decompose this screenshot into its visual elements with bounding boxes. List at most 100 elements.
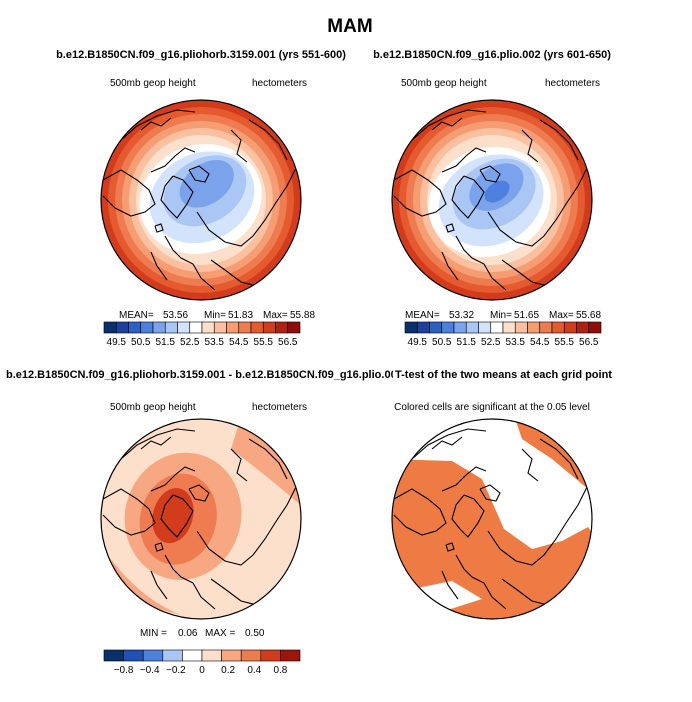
colorbar-swatch	[502, 321, 516, 334]
coastline	[120, 109, 196, 141]
coastline	[196, 484, 298, 566]
coastline	[431, 117, 463, 131]
colorbar-tick-label: −0.4	[140, 665, 160, 676]
coastline	[140, 436, 172, 450]
panel-top-left: b.e12.B1850CN.f09_g16.pliohorb.3159.001 …	[56, 49, 346, 348]
colorbar: 49.5 50.5 51.5 52.5 53.5 54.5 55.5 56.5	[404, 321, 602, 348]
mean-label: MEAN=	[119, 310, 154, 321]
colorbar-swatch	[103, 649, 124, 662]
colorbar-swatch	[201, 321, 215, 334]
panel-title: b.e12.B1850CN.f09_g16.pliohorb.3159.001 …	[56, 49, 346, 61]
coastline	[431, 436, 463, 450]
coastline	[160, 175, 194, 219]
colorbar: 49.5 50.5 51.5 52.5 53.5 54.5 55.5 56.5	[103, 321, 301, 348]
colorbar-swatch	[177, 321, 191, 334]
max-label: MAX =	[205, 628, 235, 639]
colorbar-swatch	[115, 321, 129, 334]
coastline	[150, 147, 196, 173]
coastline	[487, 484, 589, 566]
variable-label: 500mb geop height	[401, 78, 487, 89]
polar-map	[101, 419, 301, 619]
colorbar-tick-label: 55.5	[555, 337, 575, 348]
mean-value: 53.32	[449, 310, 474, 321]
coastline	[150, 466, 196, 492]
colorbar-tick-label: 0.2	[221, 665, 235, 676]
colorbar-swatch	[275, 321, 289, 334]
contour-band	[152, 488, 194, 544]
coastline	[140, 117, 172, 131]
colorbar-swatch	[429, 321, 443, 334]
coastline	[479, 484, 501, 502]
mean-value: 53.56	[163, 310, 188, 321]
colorbar-tick-label: 50.5	[432, 337, 452, 348]
colorbar-swatch	[441, 321, 455, 334]
coastline	[120, 428, 196, 460]
panel-top-right: b.e12.B1850CN.f09_g16.plio.002 (yrs 601-…	[373, 49, 611, 348]
colorbar-swatch	[164, 321, 178, 334]
colorbar-swatch	[140, 321, 154, 334]
colorbar-swatch	[238, 321, 252, 334]
map-border	[391, 99, 593, 301]
stats-line: MIN = 0.06 MAX = 0.50	[140, 628, 265, 639]
colorbar-swatch	[576, 321, 590, 334]
panel-subtitle: Colored cells are significant at the 0.0…	[394, 402, 590, 413]
coastline	[441, 251, 459, 281]
panel-title: b.e12.B1850CN.f09_g16.pliohorb.3159.001 …	[6, 369, 403, 381]
colorbar-swatch	[563, 321, 577, 334]
colorbar-tick-label: 54.5	[530, 337, 550, 348]
max-label: Max=	[263, 310, 288, 321]
coastline	[441, 466, 487, 492]
colorbar-swatch	[260, 649, 281, 662]
colorbar-tick-label: 0.4	[247, 665, 261, 676]
colorbar-swatch	[221, 649, 242, 662]
coastline	[154, 223, 164, 233]
colorbar-swatch	[240, 649, 262, 662]
coastline	[164, 554, 216, 610]
colorbar-swatch	[287, 321, 301, 334]
colorbar-swatch	[182, 649, 203, 662]
coastline	[160, 494, 194, 538]
colorbar-tick-label: 49.5	[408, 337, 428, 348]
coastline	[248, 119, 288, 161]
contour-band	[484, 180, 510, 203]
min-label: MIN =	[140, 628, 167, 639]
coastline	[445, 542, 455, 552]
colorbar-swatch	[490, 321, 504, 334]
units-label: hectometers	[252, 402, 307, 413]
colorbar-swatch	[250, 321, 264, 334]
coastline	[479, 165, 501, 183]
colorbar-swatch	[103, 321, 117, 334]
colorbar-tick-label: 0	[199, 665, 205, 676]
max-value: 0.50	[245, 628, 265, 639]
colorbar-swatch	[514, 321, 528, 334]
coastline	[154, 542, 164, 552]
coastline	[451, 175, 485, 219]
colorbar-swatch	[213, 321, 227, 334]
colorbar-tick-label: 0.8	[273, 665, 287, 676]
stats-line: MEAN= 53.56 Min= 51.83 Max= 55.88	[119, 310, 315, 321]
colorbar-tick-label: 52.5	[481, 337, 501, 348]
title-backdrop	[393, 366, 692, 382]
colorbar-swatch	[128, 321, 142, 334]
colorbar-swatch	[551, 321, 565, 334]
colorbar-tick-label: 56.5	[278, 337, 298, 348]
colorbar-tick-label: 50.5	[131, 337, 151, 348]
coastline	[445, 223, 455, 233]
colorbar-tick-label: 56.5	[579, 337, 599, 348]
map-border	[391, 418, 593, 620]
coastline	[451, 494, 485, 538]
coastline	[188, 165, 210, 183]
coastline	[539, 119, 579, 161]
polar-map	[392, 100, 592, 300]
polar-map	[392, 419, 592, 619]
coastline	[196, 165, 298, 247]
max-value: 55.88	[290, 310, 315, 321]
coastline	[230, 448, 248, 482]
variable-label: 500mb geop height	[110, 402, 196, 413]
colorbar-tick-label: 53.5	[205, 337, 225, 348]
coastline	[411, 109, 487, 141]
colorbar-tick-label: 49.5	[107, 337, 127, 348]
map-border	[100, 418, 302, 620]
mean-label: MEAN=	[405, 310, 440, 321]
colorbar-swatch	[189, 321, 203, 334]
